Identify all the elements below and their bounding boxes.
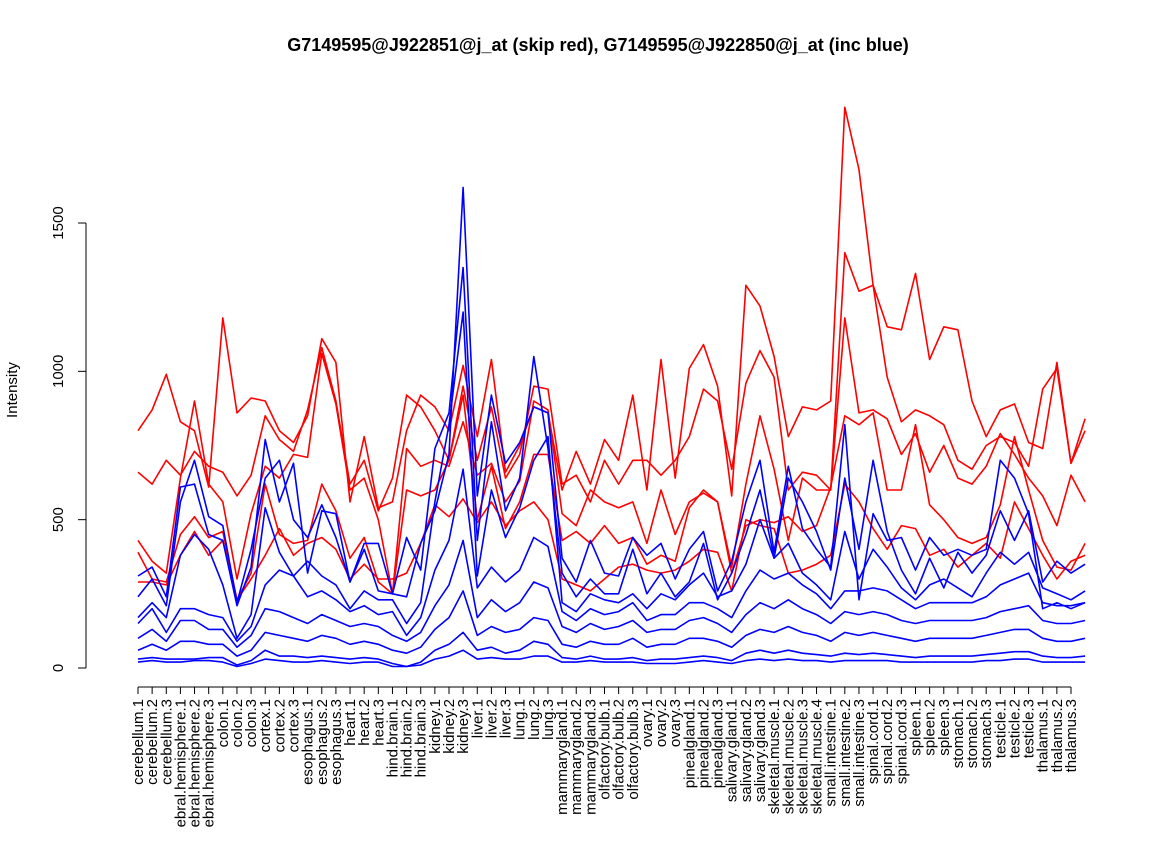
x-tick-label: cerebellum.1 [130,699,147,785]
series-line-skip_2 [137,251,1086,512]
series-line-skip_5 [138,483,1086,601]
x-tick-label: ovary.1 [639,699,656,747]
x-tick-label: kidney.2 [441,699,458,754]
x-tick-label: stomach.1 [950,699,967,768]
x-tick-label: testicle.1 [992,699,1009,758]
x-tick-label: esophagus.1 [300,699,317,785]
x-tick-label: spinal.cord.2 [879,699,896,784]
x-tick-label: ebral.hemisphere.1 [172,699,189,827]
x-tick-label: small.intestine.2 [837,699,854,807]
series-line-inc_8 [137,649,1086,668]
x-tick-label: heart.3 [370,699,387,746]
x-tick-label: small.intestine.1 [823,699,840,807]
y-axis-label: Intensity [4,362,21,418]
series-line-inc_3 [137,311,1086,640]
x-tick-label: testicle.3 [1021,699,1038,758]
x-tick-label: salivary.gland.3 [752,699,769,802]
series-layer [137,106,1086,668]
x-tick-label: spleen.2 [922,699,939,756]
x-tick-label: thalamus.3 [1063,699,1080,772]
x-axis: cerebellum.1cerebellum.2cerebellum.3ebra… [130,686,1080,827]
y-tick-label: 0 [50,664,67,672]
x-tick-label: salivary.gland.2 [738,699,755,802]
x-tick-label: lung.3 [540,699,557,740]
x-tick-label: cerebellum.3 [158,699,175,785]
x-tick-label: liver.2 [483,699,500,738]
x-tick-label: ebral.hemisphere.2 [187,699,204,827]
x-tick-label: cerebellum.2 [144,699,161,785]
y-tick-label: 1500 [50,206,67,239]
x-tick-label: stomach.2 [964,699,981,768]
series-line-skip_1 [137,106,1086,509]
series-line-inc_2 [137,266,1086,607]
x-tick-label: esophagus.3 [328,699,345,785]
x-tick-label: mammarygland.2 [568,699,585,815]
x-tick-label: pinealgland.3 [710,699,727,788]
x-tick-label: skeletal.muscle.1 [766,699,783,814]
x-tick-label: olfactory.bulb.2 [611,699,628,800]
x-tick-label: liver.1 [469,699,486,738]
x-tick-label: lung.1 [512,699,529,740]
x-tick-label: stomach.3 [978,699,995,768]
x-tick-label: spleen.3 [936,699,953,756]
x-tick-label: lung.2 [526,699,543,740]
x-tick-label: esophagus.2 [314,699,331,785]
x-tick-label: hind.brain.3 [413,699,430,777]
y-axis: 0 500 1000 1500 [50,206,87,672]
y-tick-label: 500 [50,507,67,532]
x-tick-label: small.intestine.3 [851,699,868,807]
series-line-inc_4 [137,468,1086,643]
x-tick-label: colon.2 [229,699,246,747]
series-line-inc_5 [137,539,1086,649]
chart-title: G7149595@J922851@j_at (skip red), G71495… [287,35,909,55]
x-tick-label: thalamus.1 [1035,699,1052,772]
x-tick-label: pinealgland.2 [696,699,713,788]
y-tick-label: 1000 [50,355,67,388]
x-tick-label: mammarygland.3 [582,699,599,815]
x-tick-label: skeletal.muscle.4 [809,699,826,814]
x-tick-label: colon.1 [215,699,232,747]
x-tick-label: cortex.1 [257,699,274,752]
series-line-inc_7 [137,631,1086,668]
x-tick-label: thalamus.2 [1049,699,1066,772]
x-tick-label: skeletal.muscle.3 [794,699,811,814]
x-tick-label: kidney.1 [427,699,444,754]
x-tick-label: spleen.1 [908,699,925,756]
x-tick-label: hind.brain.1 [385,699,402,777]
x-tick-label: ovary.3 [667,699,684,747]
x-tick-label: heart.2 [356,699,373,746]
x-tick-label: liver.3 [498,699,515,738]
x-tick-label: olfactory.bulb.1 [597,699,614,800]
x-tick-label: hind.brain.2 [399,699,416,777]
x-tick-label: olfactory.bulb.3 [625,699,642,800]
series-line-skip_3 [137,317,1086,595]
series-line-skip_4 [137,394,1086,601]
x-tick-label: mammarygland.1 [554,699,571,815]
series-line-inc_1 [137,186,1086,610]
x-tick-label: pinealgland.1 [681,699,698,788]
x-tick-label: heart.1 [342,699,359,746]
x-tick-label: spinal.cord.3 [893,699,910,784]
x-tick-label: cortex.2 [271,699,288,752]
x-tick-label: ebral.hemisphere.3 [201,699,218,827]
x-tick-label: spinal.cord.1 [865,699,882,784]
x-tick-label: testicle.2 [1007,699,1024,758]
x-tick-label: skeletal.muscle.2 [780,699,797,814]
x-tick-label: cortex.3 [286,699,303,752]
series-line-inc_6 [137,590,1086,657]
x-tick-label: salivary.gland.1 [724,699,741,802]
x-tick-label: ovary.2 [653,699,670,747]
x-tick-label: kidney.3 [455,699,472,754]
x-tick-label: colon.3 [243,699,260,747]
